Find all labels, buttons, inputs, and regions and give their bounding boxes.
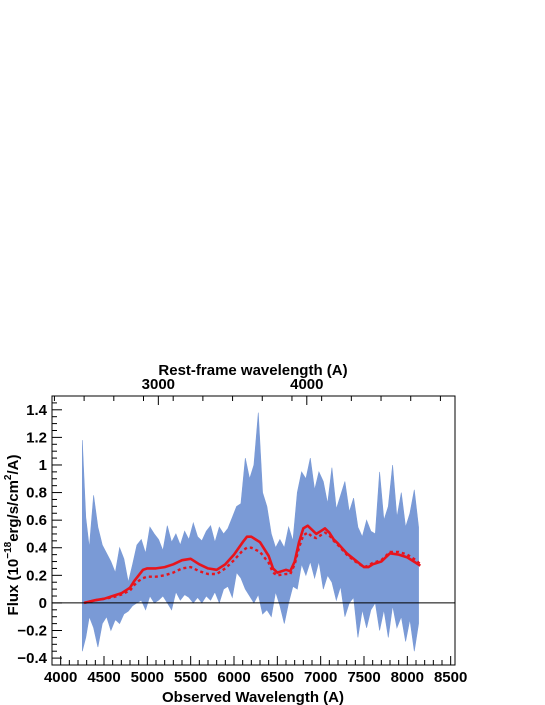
- y-tick-label: 0.4: [26, 540, 48, 557]
- x-tick-label: 6000: [217, 669, 250, 686]
- y-tick-label: 0.2: [26, 567, 47, 584]
- y-tick-label: −0.4: [17, 650, 47, 667]
- y-axis-title-mid: erg/s/cm: [5, 480, 22, 542]
- y-axis-title-exp1: −18: [3, 541, 14, 558]
- plot-frame: [51, 395, 456, 666]
- x-tick-label: 8000: [391, 669, 424, 686]
- plot-area: [82, 412, 422, 652]
- x-tick-label: 8500: [434, 669, 467, 686]
- tick-labels: 4000 4500 5000 5500 6000 6500 7000 7500 8000 8500…: [17, 376, 467, 686]
- x-tick-label: 6500: [261, 669, 294, 686]
- x-tick-label: 7000: [304, 669, 337, 686]
- top-tick-label: 4000: [290, 376, 323, 393]
- top-tick-label: 3000: [142, 376, 175, 393]
- axes: [51, 395, 456, 666]
- y-axis-title: Flux (10−18erg/s/cm2/A): [3, 455, 22, 616]
- top-axis-title: Rest-frame wavelength (A): [158, 362, 347, 379]
- y-tick-label: 0.6: [26, 512, 47, 529]
- y-tick-label: 1: [39, 457, 47, 474]
- y-tick-label: 0.8: [26, 485, 47, 502]
- model-dotted-line: [83, 531, 422, 605]
- x-tick-label: 4000: [44, 669, 77, 686]
- x-axis-title: Observed Wavelength (A): [162, 689, 344, 705]
- flux-error-band: [82, 412, 419, 652]
- y-axis-title-prefix: Flux (10: [5, 559, 22, 616]
- x-tick-label: 5000: [131, 669, 164, 686]
- y-tick-label: −0.2: [17, 623, 47, 640]
- x-tick-label: 7500: [347, 669, 380, 686]
- x-tick-label: 5500: [174, 669, 207, 686]
- y-tick-label: 1.2: [26, 429, 47, 446]
- y-tick-label: 1.4: [26, 402, 48, 419]
- x-tick-label: 4500: [87, 669, 120, 686]
- y-axis-title-exp2: 2: [3, 474, 14, 480]
- y-tick-label: 0: [39, 595, 47, 612]
- y-axis-title-suffix: /A): [5, 455, 22, 475]
